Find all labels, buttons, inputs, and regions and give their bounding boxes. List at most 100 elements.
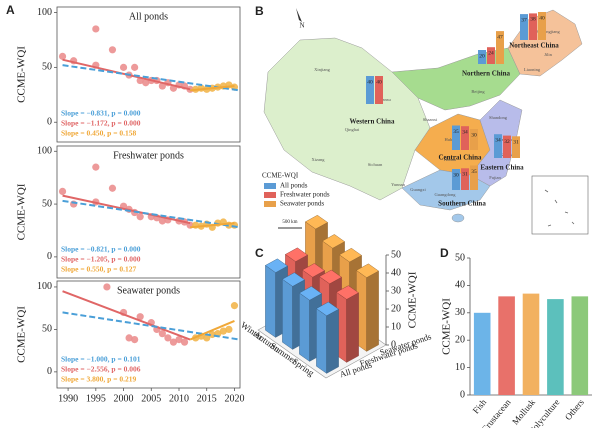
region-bar-label: 30 bbox=[471, 132, 477, 138]
region-bar-label: 40 bbox=[367, 79, 373, 85]
plot-frame bbox=[56, 280, 241, 389]
y-tick-label: 0 bbox=[47, 366, 52, 377]
z-tick-label: 10 bbox=[391, 321, 401, 332]
bar-face bbox=[316, 308, 327, 374]
scale-label: 500 km bbox=[282, 220, 297, 225]
data-point bbox=[225, 325, 233, 334]
bar bbox=[571, 296, 589, 395]
place-label: Sichuan bbox=[368, 162, 383, 167]
bar-face bbox=[322, 234, 345, 249]
bar-face bbox=[285, 247, 308, 262]
bar-face bbox=[366, 270, 379, 352]
bar bbox=[473, 312, 491, 395]
data-point bbox=[92, 25, 100, 33]
bar-face bbox=[299, 292, 310, 362]
y-axis-label: CCME-WQI bbox=[16, 46, 28, 103]
data-point bbox=[169, 338, 178, 346]
data-point bbox=[142, 79, 150, 87]
slope-annotation: Slope = −1.205, p = 0.000 bbox=[61, 255, 141, 264]
place-label: Heilongjiang bbox=[536, 29, 560, 34]
data-point bbox=[230, 302, 239, 310]
place-label: Hubei bbox=[445, 137, 457, 142]
data-point bbox=[58, 52, 67, 60]
region-bar bbox=[470, 129, 478, 150]
data-point bbox=[203, 334, 211, 342]
data-point bbox=[92, 163, 100, 171]
region-bar-label: 34 bbox=[462, 129, 468, 135]
panel-label: D bbox=[440, 246, 449, 260]
y-tick-label: 40 bbox=[455, 280, 465, 291]
z-tick-label: 30 bbox=[391, 285, 401, 296]
x-tick-label: 1990 bbox=[58, 393, 78, 404]
bar-face bbox=[336, 285, 359, 300]
legend-swatch bbox=[264, 201, 276, 207]
y-tick-label: 50 bbox=[455, 252, 465, 263]
place-label: Gansu bbox=[379, 97, 391, 102]
region-name: Southern China bbox=[438, 200, 486, 208]
compass-label: N bbox=[299, 22, 304, 30]
region-name: Eastern China bbox=[480, 164, 524, 172]
bar-face bbox=[302, 263, 325, 278]
place-label: Jilin bbox=[544, 52, 553, 57]
y-tick-label: 100 bbox=[37, 7, 52, 18]
place-label: Guangdong bbox=[435, 192, 457, 197]
x-tick-label: Fish bbox=[471, 397, 489, 416]
data-point bbox=[131, 335, 139, 344]
place-label: Shaanxi bbox=[423, 117, 438, 122]
slope-annotation: Slope = 0.450, p = 0.158 bbox=[61, 129, 136, 138]
region-bar-label: 47 bbox=[497, 34, 503, 40]
y-tick-label: 50 bbox=[42, 198, 52, 209]
z-tick-label: 50 bbox=[391, 249, 401, 260]
bar-3d bbox=[356, 263, 379, 352]
place-label: Shandong bbox=[489, 115, 508, 120]
region-bar bbox=[487, 47, 495, 64]
x-tick-label: 2015 bbox=[197, 393, 217, 404]
region-bar bbox=[366, 76, 374, 104]
data-point bbox=[125, 334, 133, 342]
region-bar bbox=[496, 31, 504, 65]
region-bar bbox=[461, 126, 469, 150]
y-tick-label: 10 bbox=[455, 362, 465, 373]
legend-label: All ponds bbox=[280, 182, 308, 190]
data-point bbox=[164, 334, 172, 342]
region-bar-label: 24 bbox=[488, 50, 494, 56]
place-label: Hunan bbox=[444, 157, 457, 162]
panel-label: A bbox=[6, 3, 15, 17]
region-bar bbox=[538, 12, 546, 40]
trend-line bbox=[189, 85, 235, 92]
bar-face bbox=[319, 269, 342, 285]
region-bar-label: 40 bbox=[539, 15, 545, 21]
region-bar-label: 37 bbox=[521, 17, 527, 23]
inset-islands bbox=[544, 189, 575, 227]
bar-face bbox=[346, 292, 359, 363]
y-tick-label: 30 bbox=[455, 307, 465, 318]
place-label: Xinjiang bbox=[314, 67, 330, 72]
data-point bbox=[158, 330, 166, 338]
region-name: Western China bbox=[350, 118, 395, 126]
place-label: Liaoning bbox=[524, 67, 541, 72]
x-tick-label: Others bbox=[563, 397, 586, 422]
region-bar-label: 35 bbox=[453, 129, 459, 135]
y-tick-label: 100 bbox=[37, 146, 52, 157]
place-label: Fujian bbox=[489, 175, 501, 180]
y-axis-label: CCME-WQI bbox=[441, 298, 453, 355]
region-bar bbox=[520, 14, 528, 40]
region-bar bbox=[512, 136, 520, 158]
region-bar-label: 31 bbox=[462, 172, 468, 178]
data-point bbox=[136, 213, 144, 221]
bar-face bbox=[265, 265, 276, 338]
y-tick-label: 0 bbox=[460, 389, 465, 400]
y-axis-label: CCME-WQI bbox=[16, 306, 28, 363]
region-bar bbox=[503, 135, 511, 158]
plot-frame bbox=[56, 145, 241, 279]
bar-face bbox=[282, 272, 305, 287]
region-bar bbox=[529, 13, 537, 40]
region-bar-label: 35 bbox=[471, 169, 477, 175]
compass-arrow bbox=[296, 8, 302, 22]
trend-line bbox=[62, 290, 191, 341]
y-axis-label: CCME-WQI bbox=[16, 183, 28, 240]
place-label: Beijing bbox=[471, 89, 485, 94]
trend-line bbox=[62, 311, 241, 341]
slope-annotation: Slope = −1.172, p = 0.000 bbox=[61, 119, 141, 128]
